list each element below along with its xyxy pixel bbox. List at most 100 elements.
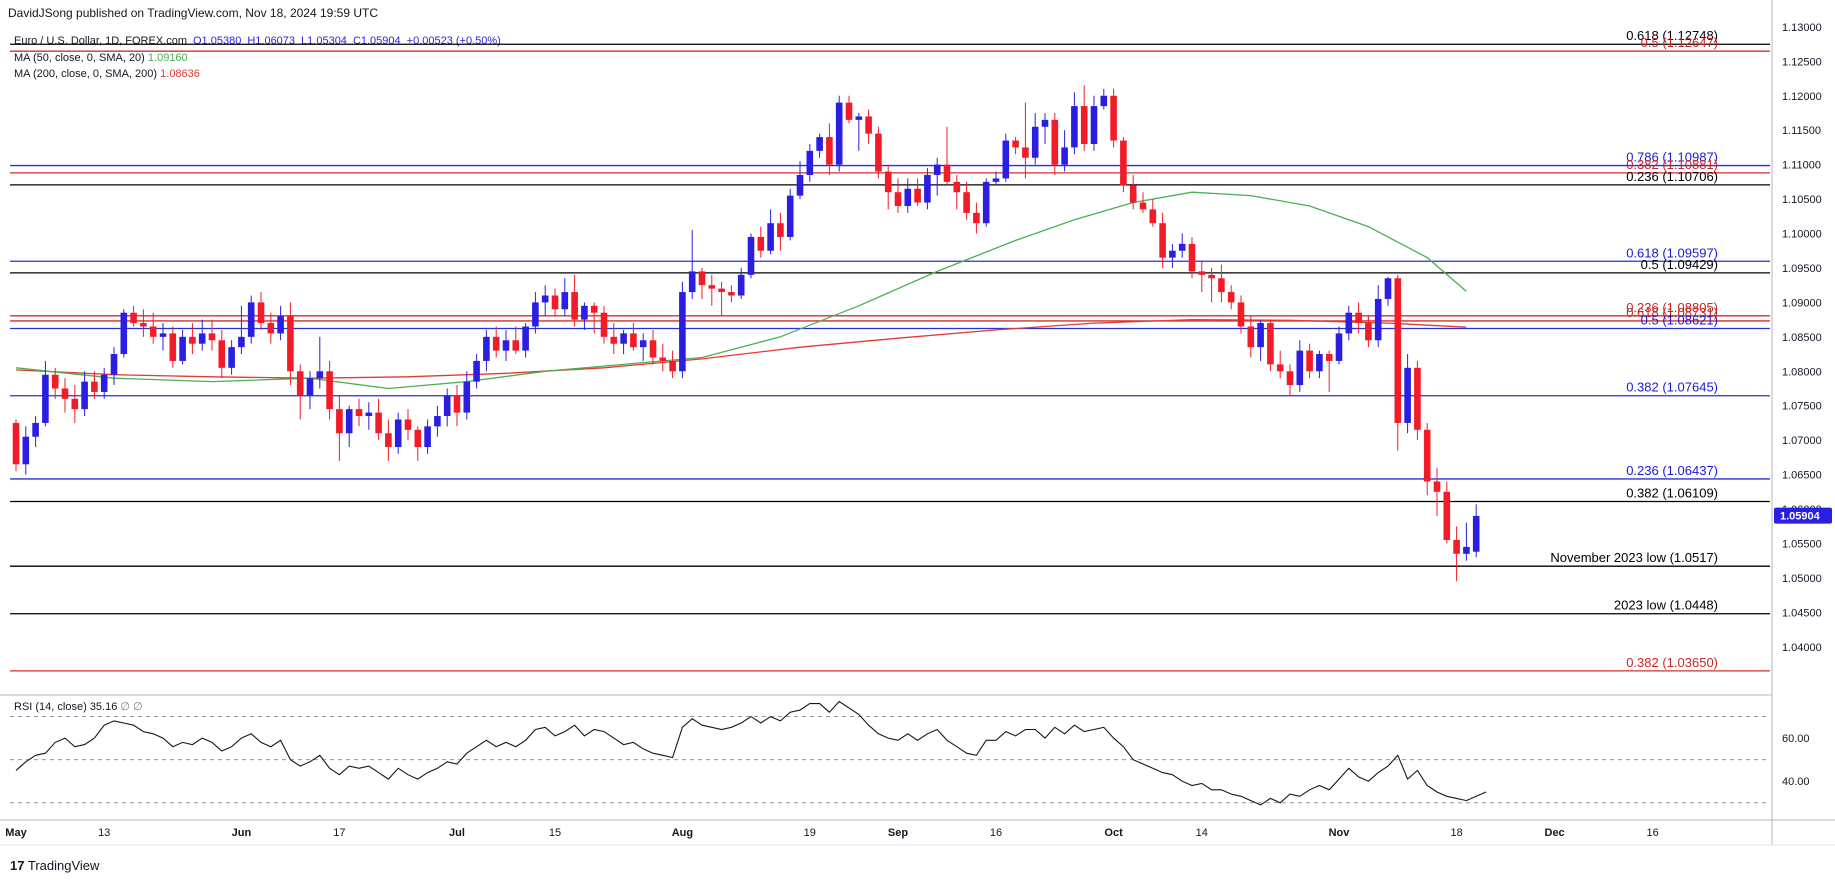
level-label: 2023 low (1.0448) (1614, 598, 1718, 613)
candle (355, 398, 363, 427)
candle-body (1433, 481, 1441, 492)
last-price-label: 1.05904 (1780, 511, 1821, 523)
candle-body (228, 347, 235, 368)
candle (639, 333, 647, 361)
candle (502, 329, 510, 361)
candle (1276, 350, 1284, 379)
level-label: 0.382 (1.06109) (1626, 486, 1718, 501)
candle-body (1129, 185, 1137, 203)
candle (1414, 360, 1421, 441)
candle-body (316, 371, 324, 379)
candle (120, 309, 128, 358)
candle-body (620, 333, 627, 344)
candle-body (355, 409, 363, 417)
candle-body (1080, 106, 1088, 144)
level-label: 0.618 (1.09597) (1626, 245, 1718, 260)
candle-body (1267, 323, 1274, 365)
level-label: 0.5 (1.12647) (1641, 35, 1718, 50)
candle (1159, 212, 1166, 268)
candle (532, 292, 539, 334)
date-tick-label: May (5, 827, 27, 839)
candle (933, 157, 941, 196)
candle (198, 319, 206, 351)
candle (434, 405, 441, 437)
candle (32, 416, 39, 448)
price-tick-label: 1.04500 (1782, 607, 1822, 619)
candle-body (1355, 312, 1362, 324)
candle-body (767, 223, 774, 251)
candle-body (512, 340, 520, 351)
candle (826, 123, 833, 175)
candle (816, 133, 823, 158)
level-label: November 2023 low (1.0517) (1550, 550, 1718, 565)
candle (1129, 174, 1137, 210)
candle-body (1296, 350, 1304, 386)
candle-body (1276, 364, 1284, 372)
candle (1463, 522, 1470, 561)
candle (581, 302, 588, 330)
last-price-tag (1774, 507, 1832, 524)
candle (757, 226, 765, 258)
candle (914, 178, 921, 206)
price-tick-label: 1.11000 (1782, 160, 1821, 172)
date-tick-label: 13 (98, 827, 110, 839)
tradingview-logo-text: TradingView (27, 858, 100, 873)
price-tick-label: 1.08000 (1782, 366, 1822, 378)
candle (1022, 102, 1029, 179)
candle (1110, 88, 1117, 148)
price-tick-label: 1.06500 (1782, 470, 1822, 482)
candle-body (1443, 491, 1451, 541)
level-label: 0.5 (1.08621) (1641, 313, 1718, 328)
price-tick-label: 1.13000 (1782, 22, 1822, 34)
candle-body (404, 419, 412, 430)
candle-body (855, 116, 863, 120)
candle (1306, 343, 1313, 379)
price-tick-label: 1.07000 (1782, 435, 1822, 447)
candle-body (91, 381, 98, 392)
candle-body (698, 271, 706, 286)
candle-body (238, 336, 245, 348)
candle-body (424, 426, 431, 448)
candle (404, 409, 412, 441)
candle (492, 326, 500, 358)
candle (590, 302, 598, 334)
candle (316, 336, 324, 389)
date-tick-label: Jul (449, 827, 465, 839)
candle-body (1090, 106, 1098, 144)
candle (1178, 233, 1186, 258)
candle (943, 126, 951, 186)
candle-body (140, 323, 147, 327)
candle-body (679, 292, 686, 372)
candle (1071, 92, 1078, 155)
price-tick-label: 1.07500 (1782, 401, 1822, 413)
ma200-legend: MA (200, close, 0, SMA, 200) 1.08636 (14, 68, 200, 80)
candle (620, 329, 627, 355)
candle (443, 388, 451, 427)
candle (973, 202, 980, 234)
candle (1012, 137, 1019, 155)
candle-body (973, 212, 980, 224)
rsi-extra: ∅ ∅ (120, 701, 143, 713)
candle-body (434, 416, 441, 427)
candle-body (414, 429, 422, 448)
candle (1198, 261, 1206, 293)
candle-body (1384, 278, 1392, 299)
price-tick-label: 1.09000 (1782, 297, 1822, 309)
candle-body (208, 333, 216, 341)
level-label: 0.618 (1.08731) (1626, 305, 1718, 320)
candle-body (953, 181, 961, 193)
rsi-label: RSI (14, close) (14, 701, 87, 713)
candle (453, 385, 461, 427)
candle (669, 350, 676, 379)
candle-body (1286, 371, 1294, 386)
date-tick-label: 15 (549, 827, 561, 839)
date-tick-label: 19 (804, 827, 816, 839)
candle (473, 354, 480, 389)
candle-body (1423, 429, 1431, 482)
ma50-line (15, 191, 1467, 390)
candle-body (561, 292, 569, 310)
candle (1423, 422, 1431, 496)
candle (1374, 285, 1382, 348)
candle-body (42, 374, 49, 423)
